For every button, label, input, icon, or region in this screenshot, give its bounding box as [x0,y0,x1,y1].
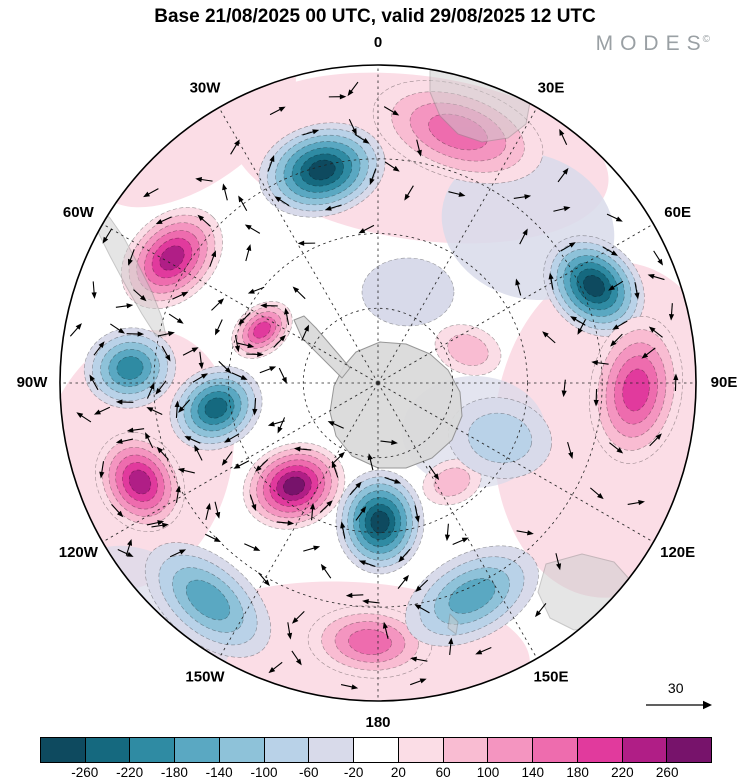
land-outlines [87,65,633,635]
map-boundary [59,64,697,702]
new-zealand-outline [447,613,459,635]
reference-vector-arrow [703,700,712,710]
longitude-label-0: 0 [374,34,382,51]
colorbar-cell [84,738,130,762]
wind-vectors [69,81,679,690]
colorbar-tick-label: 100 [476,765,500,780]
colorbar-cell [174,738,219,762]
colorbar-cell [41,738,85,762]
colorbar-tick-label: -220 [116,765,144,780]
colorbar-cell [442,738,488,762]
colorbar [40,737,712,763]
colorbar-cell [532,738,577,762]
colorbar-tick-label: -20 [343,765,364,780]
colorbar-tick-label: -180 [160,765,188,780]
colorbar-cell [263,738,309,762]
colorbar-cell [353,738,398,762]
colorbar-tick-label: 20 [390,765,406,780]
colorbar-cell [666,738,712,762]
longitude-label-150E: 150E [533,668,568,685]
colorbar-cell [397,738,443,762]
colorbar-cell [129,738,175,762]
modes-logo-copyright: © [702,34,710,45]
colorbar-tick-label: 60 [435,765,451,780]
chart-title: Base 21/08/2025 00 UTC, valid 29/08/2025… [154,6,596,27]
colorbar-cell [621,738,667,762]
colorbar-tick-label: -100 [250,765,278,780]
longitude-label-90E: 90E [711,374,738,391]
colorbar-labels: -260 -220 -180 -140 -100 -60 -20 20 60 100 140 180 2… [40,765,712,783]
colorbar-cell [576,738,622,762]
colorbar-cell [487,738,533,762]
colorbar-tick-label: -60 [299,765,319,780]
longitude-label-120W: 120W [59,544,99,561]
antarctic-peninsula-outline [293,315,351,379]
antarctica-body-outline [329,341,463,469]
graticule [60,65,696,701]
colorbar-cell [308,738,354,762]
longitude-label-60E: 60E [664,204,691,221]
longitude-label-30E: 30E [538,80,565,97]
polar-stereographic-map: 0 30E 60E 90E 120E 150E 180 150W 120W 90W 60W 30W 30 [17,34,738,731]
modes-logo-text: MODES [595,32,708,55]
longitude-label-30W: 30W [190,80,222,97]
reference-vector-label: 30 [668,680,684,696]
colorbar-tick-label: 140 [521,765,545,780]
map-field [60,65,696,701]
colorbar-tick-label: 220 [611,765,634,780]
longitude-label-180: 180 [365,714,390,731]
modes-logo: MODES© [596,32,710,56]
longitude-label-120E: 120E [660,544,695,561]
colorbar-tick-label: -140 [205,765,233,780]
longitude-label-60W: 60W [63,204,95,221]
longitude-label-90W: 90W [17,374,49,391]
longitude-label-150W: 150W [185,668,225,685]
colorbar-cell [218,738,264,762]
colorbar-tick-label: 180 [566,765,589,780]
colorbar-tick-label: 260 [655,765,679,780]
colorbar-tick-label: -260 [71,765,99,780]
